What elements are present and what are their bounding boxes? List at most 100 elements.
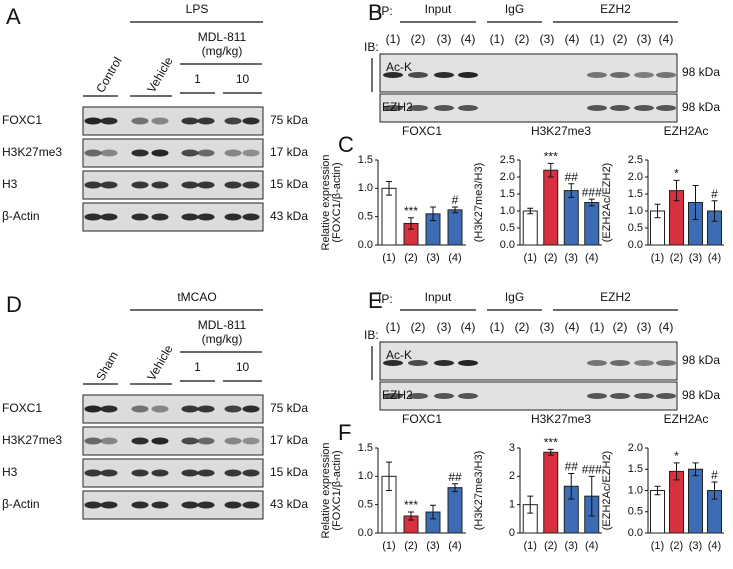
error-bar	[452, 483, 458, 493]
blot-band	[458, 393, 478, 399]
y-axis-label: (FOXC1/β-actin)	[331, 162, 343, 242]
x-tick-label: (3)	[565, 540, 578, 552]
blot-band	[131, 149, 149, 157]
size-label: 75 kDa	[270, 113, 308, 127]
y-tick-label: 1.0	[628, 484, 643, 496]
blot-band	[587, 360, 607, 366]
lane-label: (2)	[411, 320, 426, 334]
lane-label: Vehicle	[144, 54, 176, 95]
blot-band	[151, 117, 169, 125]
x-tick-label: (3)	[426, 252, 439, 264]
ip-label: IP:	[378, 4, 393, 18]
lane-label: (1)	[590, 32, 605, 46]
blot-band	[242, 213, 260, 221]
blot-band	[408, 105, 428, 111]
panel-letter: A	[6, 4, 21, 29]
significance: ###	[582, 185, 602, 199]
chart-title: H3K27me3	[531, 124, 591, 138]
y-tick-label: 1.0	[358, 470, 373, 482]
y-axis-label: (FOXC1/β-actin)	[331, 450, 343, 530]
error-bar	[711, 481, 718, 500]
size-label: 75 kDa	[270, 401, 308, 415]
x-tick-label: (3)	[565, 252, 578, 264]
blot-band	[131, 117, 149, 125]
ip-label: IP:	[378, 292, 393, 306]
x-tick-label: (2)	[404, 252, 417, 264]
y-tick-label: 0.0	[628, 239, 643, 251]
error-bar	[692, 185, 699, 220]
bar	[447, 209, 463, 246]
blot-band	[181, 149, 199, 157]
size-label: 98 kDa	[682, 353, 720, 367]
error-bar	[568, 473, 575, 500]
dose-label: 1	[194, 72, 201, 86]
blot-band	[100, 149, 118, 157]
lane-label: (3)	[540, 320, 555, 334]
ip-group: Input	[425, 2, 452, 16]
blot-band	[224, 117, 242, 125]
blot-band	[634, 72, 654, 78]
blot-band	[656, 72, 676, 78]
blot-band	[84, 501, 102, 509]
dose-label: 1	[194, 360, 201, 374]
row-label: H3K27me3	[2, 145, 62, 159]
condition-label: tMCAO	[177, 290, 216, 304]
blot-band	[434, 393, 454, 399]
treatment-unit: (mg/kg)	[202, 332, 243, 346]
significance: #	[452, 193, 459, 207]
blot-band	[131, 405, 149, 413]
blot-band	[100, 117, 118, 125]
panel-letter: C	[338, 132, 354, 157]
lane-label: (1)	[386, 32, 401, 46]
size-label: 43 kDa	[270, 497, 308, 511]
y-tick-label: 0.0	[500, 239, 515, 251]
ip-group: EZH2	[600, 2, 631, 16]
blot-band	[197, 501, 215, 509]
size-label: 43 kDa	[270, 209, 308, 223]
y-tick-label: 0	[509, 527, 515, 539]
y-tick-label: 0.0	[358, 239, 373, 251]
blot-band	[100, 405, 118, 413]
x-tick-label: (4)	[708, 540, 721, 552]
blot-band	[131, 501, 149, 509]
blot-band	[84, 181, 102, 189]
bar	[522, 210, 538, 246]
blot-band	[181, 117, 199, 125]
y-axis-label: (H3K27me3/H3)	[473, 451, 485, 530]
lane-label: (1)	[490, 320, 505, 334]
y-tick-label: 1.5	[628, 463, 643, 475]
y-tick-label: 0.0	[628, 527, 643, 539]
chart-title: FOXC1	[402, 124, 442, 138]
y-tick-label: 0.5	[628, 222, 643, 234]
blot-band	[151, 213, 169, 221]
blot-band	[84, 213, 102, 221]
bar	[543, 451, 559, 534]
blot-band	[408, 393, 428, 399]
blot-band	[181, 181, 199, 189]
blot-band	[383, 393, 403, 399]
lane-label: (2)	[515, 32, 530, 46]
lane-label: (2)	[515, 320, 530, 334]
blot-band	[197, 149, 215, 157]
y-tick-label: 0.0	[358, 527, 373, 539]
y-tick-label: 2.5	[500, 154, 515, 166]
blot-band	[242, 117, 260, 125]
row-label: H3K27me3	[2, 433, 62, 447]
blot-band	[242, 469, 260, 477]
lane-label: (1)	[386, 320, 401, 334]
y-tick-label: 1.5	[358, 154, 373, 166]
blot-band	[610, 72, 630, 78]
blot-band	[587, 393, 607, 399]
x-tick-label: (1)	[651, 540, 664, 552]
bar	[381, 187, 397, 246]
treatment-unit: (mg/kg)	[202, 44, 243, 58]
x-tick-label: (2)	[544, 252, 557, 264]
lane-label: (4)	[565, 32, 580, 46]
error-bar	[430, 206, 436, 222]
x-tick-label: (2)	[670, 540, 683, 552]
blot-band	[224, 437, 242, 445]
blot-frame	[82, 138, 264, 168]
y-tick-label: 2.5	[628, 154, 643, 166]
blot-band	[634, 360, 654, 366]
